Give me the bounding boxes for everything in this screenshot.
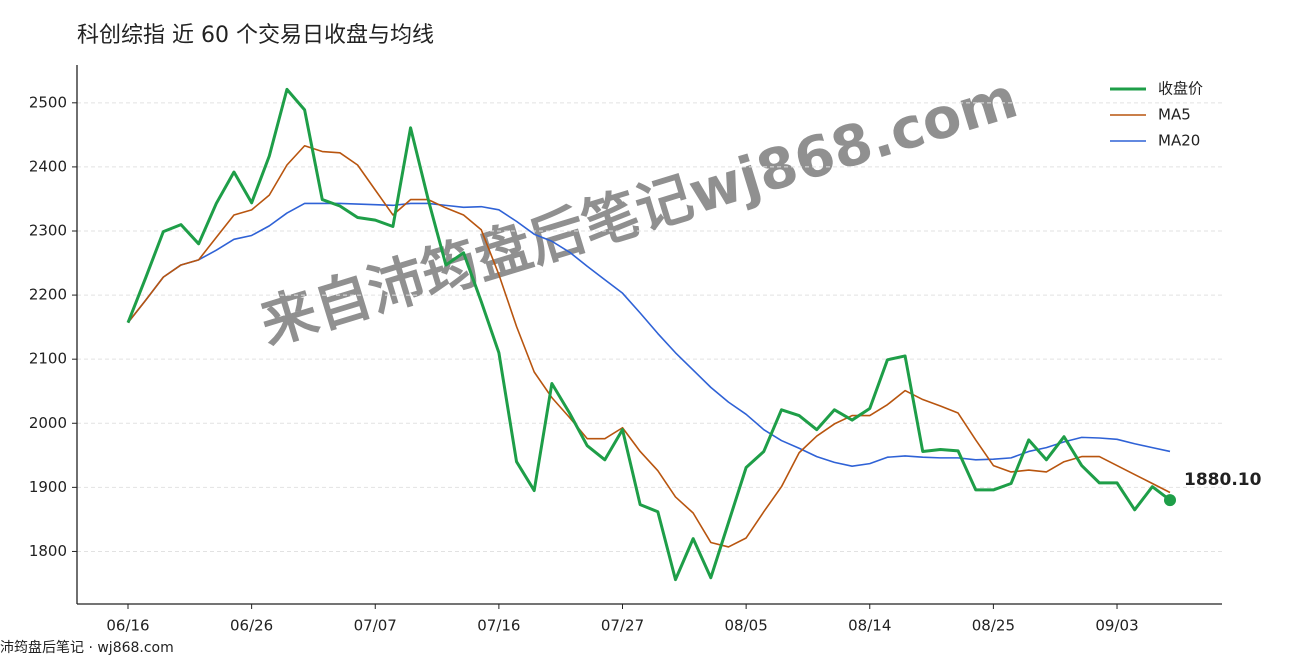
x-tick-label: 08/14 [848, 617, 891, 635]
footer: 沛筠盘后笔记 · wj868.com [0, 639, 174, 656]
x-tick-label: 06/26 [230, 617, 273, 635]
y-tick-label: 2400 [29, 157, 67, 175]
x-tick-label: 09/03 [1095, 617, 1138, 635]
value-label: 1880.10 [1184, 470, 1262, 490]
x-tick-label: 08/25 [972, 617, 1015, 635]
y-tick-label: 2300 [29, 221, 67, 239]
x-tick-label: 07/07 [354, 617, 397, 635]
watermark: 来自沛筠盘后笔记wj868.com [253, 66, 1025, 358]
y-tick-label: 2200 [29, 286, 67, 304]
chart-title: 科创综指 近 60 个交易日收盘与均线 [77, 23, 434, 48]
legend-label: 收盘价 [1158, 80, 1203, 98]
y-tick-label: 1800 [29, 542, 67, 560]
x-tick-label: 07/27 [601, 617, 644, 635]
line-series [126, 87, 1171, 582]
x-tick-label: 07/16 [477, 617, 520, 635]
x-tick-label: 08/05 [725, 617, 768, 635]
y-tick-label: 1900 [29, 478, 67, 496]
end-point [1164, 494, 1176, 507]
y-tick-label: 2000 [29, 414, 67, 432]
x-tick-label: 06/16 [106, 617, 149, 635]
line-series [127, 202, 1171, 468]
legend-label: MA5 [1158, 106, 1191, 124]
y-tick-label: 2500 [29, 93, 67, 111]
legend-label: MA20 [1158, 132, 1200, 150]
y-tick-label: 2100 [29, 350, 67, 368]
line-series [127, 144, 1171, 548]
